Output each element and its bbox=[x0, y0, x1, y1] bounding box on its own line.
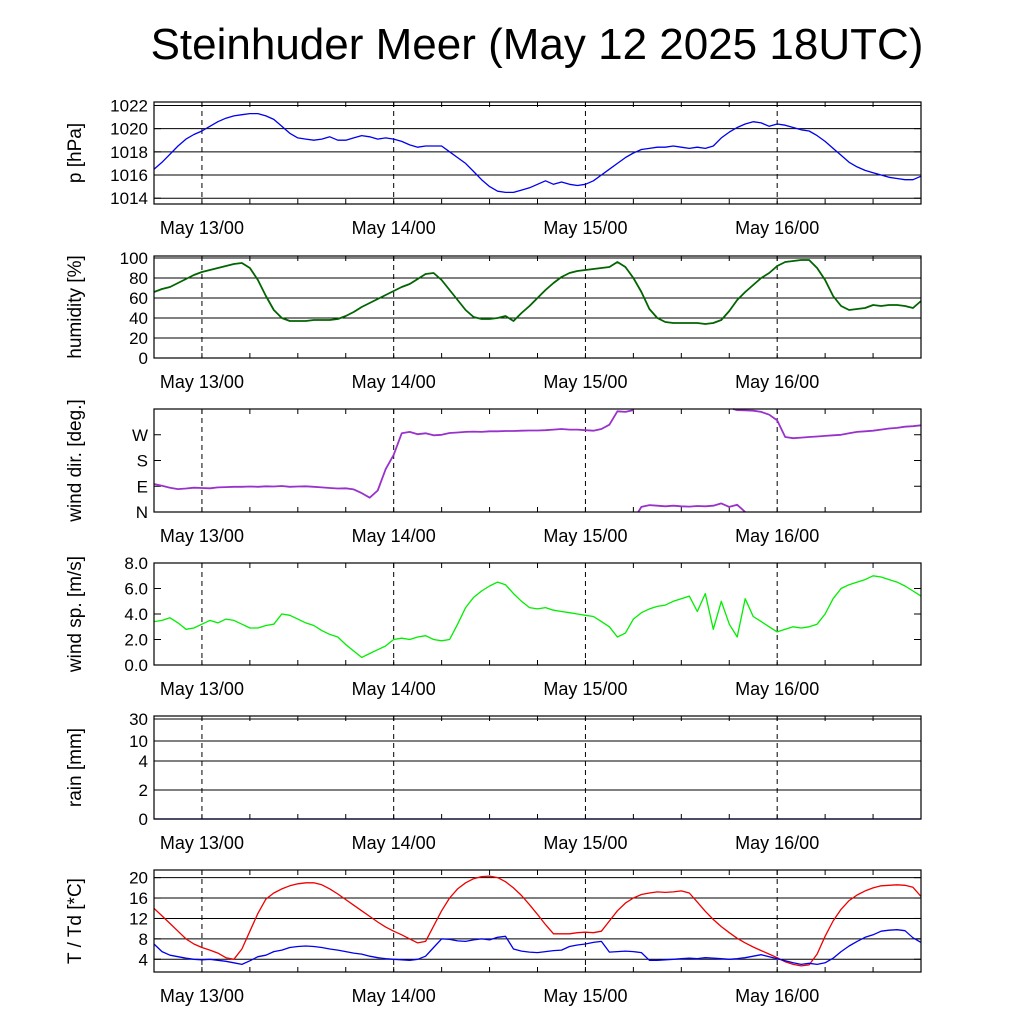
humidity-x-tick-label: May 15/00 bbox=[543, 372, 627, 392]
wind-speed-series-line bbox=[153, 575, 922, 659]
pressure-y-tick-label: 1020 bbox=[110, 120, 148, 139]
pressure-x-tick-label: May 14/00 bbox=[352, 218, 436, 238]
wind-speed-x-tick-label: May 16/00 bbox=[735, 679, 819, 699]
rain-frame bbox=[153, 715, 922, 820]
pressure-x-tick-label: May 16/00 bbox=[735, 218, 819, 238]
rain-x-tick-label: May 15/00 bbox=[543, 833, 627, 853]
rain-y-tick-label: 4 bbox=[139, 752, 148, 771]
humidity-y-tick-label: 60 bbox=[129, 289, 148, 308]
temperature-y-tick-label: 16 bbox=[129, 889, 148, 908]
wind-direction-x-tick-label: May 16/00 bbox=[735, 526, 819, 546]
rain-y-tick-label: 0 bbox=[139, 810, 148, 829]
humidity-y-tick-label: 80 bbox=[129, 269, 148, 288]
temperature-x-tick-label: May 14/00 bbox=[352, 986, 436, 1006]
temperature-series-line bbox=[153, 875, 922, 967]
humidity-frame bbox=[153, 255, 922, 359]
pressure-frame bbox=[153, 101, 922, 205]
humidity-x-tick-label: May 16/00 bbox=[735, 372, 819, 392]
wind-speed-x-tick-label: May 14/00 bbox=[352, 679, 436, 699]
wind-speed-x-tick-label: May 13/00 bbox=[160, 679, 244, 699]
wind-speed-axis-label: wind sp. [m/s] bbox=[65, 556, 86, 673]
pressure-y-tick-label: 1016 bbox=[110, 166, 148, 185]
rain-y-tick-label: 30 bbox=[129, 710, 148, 729]
wind-direction-frame bbox=[153, 408, 922, 513]
temperature-x-tick-label: May 16/00 bbox=[735, 986, 819, 1006]
pressure-panel: 1014 1016 1018 1020 1022 May 13/00 May 14/00 Ma… bbox=[65, 96, 922, 238]
rain-x-tick-label: May 14/00 bbox=[352, 833, 436, 853]
wind-direction-series-line bbox=[732, 408, 922, 440]
wind-direction-y-tick-label: E bbox=[137, 477, 148, 496]
wind-speed-y-tick-label: 4.0 bbox=[124, 605, 148, 624]
pressure-series-line bbox=[153, 112, 922, 194]
temperature-axis-label: T / Td [*C] bbox=[65, 878, 86, 964]
rain-x-tick-label: May 16/00 bbox=[735, 833, 819, 853]
wind-speed-y-tick-label: 6.0 bbox=[124, 580, 148, 599]
humidity-y-tick-label: 0 bbox=[139, 349, 148, 368]
wind-speed-frame bbox=[153, 562, 922, 666]
humidity-x-tick-label: May 14/00 bbox=[352, 372, 436, 392]
humidity-y-tick-label: 100 bbox=[120, 249, 148, 268]
wind-direction-y-tick-label: N bbox=[136, 503, 148, 522]
humidity-axis-label: humidity [%] bbox=[65, 255, 86, 358]
wind-speed-x-tick-label: May 15/00 bbox=[543, 679, 627, 699]
wind-speed-y-tick-label: 2.0 bbox=[124, 631, 148, 650]
rain-panel: 0 2 410 30 May 13/00 May 14/00 May 15/00 May 16… bbox=[65, 710, 922, 853]
page-title: Steinhuder Meer (May 12 2025 18UTC) bbox=[150, 20, 924, 69]
temperature-frame bbox=[153, 869, 922, 973]
temperature-x-tick-label: May 13/00 bbox=[160, 986, 244, 1006]
wind-direction-y-tick-label: W bbox=[132, 426, 148, 445]
wind-direction-series-line bbox=[637, 502, 746, 513]
wind-direction-x-tick-label: May 13/00 bbox=[160, 526, 244, 546]
humidity-x-tick-label: May 13/00 bbox=[160, 372, 244, 392]
rain-x-tick-label: May 13/00 bbox=[160, 833, 244, 853]
wind-direction-x-tick-label: May 15/00 bbox=[543, 526, 627, 546]
humidity-y-tick-label: 20 bbox=[129, 329, 148, 348]
temperature-x-tick-label: May 15/00 bbox=[543, 986, 627, 1006]
pressure-x-tick-label: May 15/00 bbox=[543, 218, 627, 238]
wind-direction-axis-label: wind dir. [deg.] bbox=[65, 399, 86, 523]
humidity-y-tick-label: 40 bbox=[129, 309, 148, 328]
temperature-series-line bbox=[153, 929, 922, 966]
temperature-y-tick-label: 20 bbox=[129, 869, 148, 888]
pressure-axis-label: p [hPa] bbox=[65, 123, 86, 183]
wind-direction-series-line bbox=[153, 409, 634, 499]
pressure-y-tick-label: 1018 bbox=[110, 143, 148, 162]
wind-speed-y-tick-label: 8.0 bbox=[124, 554, 148, 573]
pressure-x-tick-label: May 13/00 bbox=[160, 218, 244, 238]
wind-direction-x-tick-label: May 14/00 bbox=[352, 526, 436, 546]
pressure-y-tick-label: 1014 bbox=[110, 189, 148, 208]
temperature-y-tick-label: 8 bbox=[139, 930, 148, 949]
temperature-y-tick-label: 12 bbox=[129, 909, 148, 928]
wind-speed-y-tick-label: 0.0 bbox=[124, 656, 148, 675]
wind-direction-y-tick-label: S bbox=[137, 452, 148, 471]
rain-axis-label: rain [mm] bbox=[65, 728, 86, 807]
humidity-series-line bbox=[153, 259, 922, 325]
rain-y-tick-label: 10 bbox=[129, 732, 148, 751]
rain-y-tick-label: 2 bbox=[139, 781, 148, 800]
pressure-y-tick-label: 1022 bbox=[110, 96, 148, 115]
temperature-y-tick-label: 4 bbox=[139, 950, 148, 969]
wind-speed-panel: 0.0 2.0 4.0 6.0 8.0 May 13/00 May 14/00 May 15/… bbox=[65, 554, 922, 699]
